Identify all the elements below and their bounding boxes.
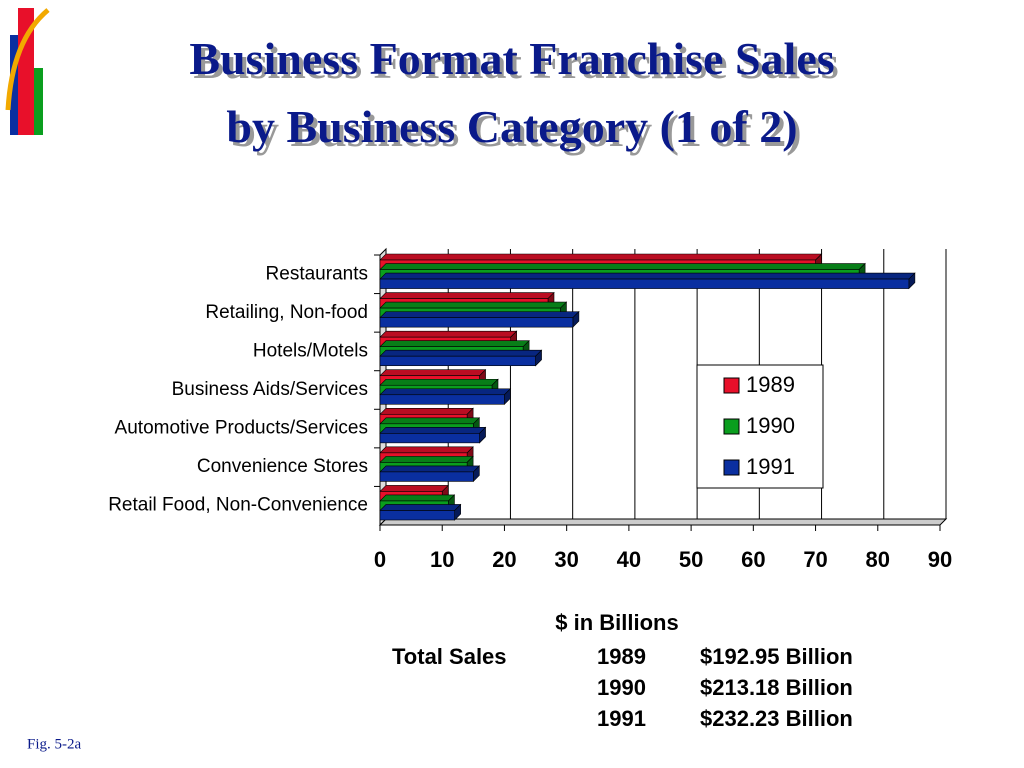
legend-label: 1989 xyxy=(746,372,795,397)
bar-top xyxy=(379,465,481,473)
y-tick-label: Automotive Products/Services xyxy=(115,418,368,439)
x-tick-label: 70 xyxy=(803,547,827,572)
bar xyxy=(379,394,505,405)
x-tick-label: 0 xyxy=(374,547,386,572)
legend-swatch xyxy=(723,459,740,476)
x-tick-label: 30 xyxy=(554,547,578,572)
bar-top xyxy=(379,272,916,280)
bar-top xyxy=(379,349,543,357)
total-year: 1991 xyxy=(597,706,646,731)
legend-swatch xyxy=(723,377,740,394)
y-tick-label: Retailing, Non-food xyxy=(205,302,368,323)
x-axis-label: $ in Billions xyxy=(555,610,678,635)
bar-top xyxy=(379,369,487,377)
bar xyxy=(379,355,536,367)
y-tick-label: Convenience Stores xyxy=(197,456,368,477)
bar-top xyxy=(379,378,499,386)
y-tick-label: Hotels/Motels xyxy=(253,340,368,361)
bar-top xyxy=(379,494,456,502)
x-tick-label: 90 xyxy=(928,547,952,572)
chart-title: Business Format Franchise Sales xyxy=(189,33,835,84)
legend-label: 1991 xyxy=(746,454,795,479)
bar xyxy=(379,471,474,482)
bar-top xyxy=(379,504,462,511)
chart-subtitle: by Business Category (1 of 2) xyxy=(226,101,798,152)
x-tick-label: 50 xyxy=(679,547,703,572)
bar-top xyxy=(379,311,580,318)
total-year: 1990 xyxy=(597,675,646,700)
legend-box xyxy=(696,364,824,489)
total-year: 1989 xyxy=(597,644,646,669)
x-tick-label: 60 xyxy=(741,547,765,572)
legend-swatch xyxy=(723,418,740,435)
bar-top xyxy=(379,301,568,309)
bar-top xyxy=(379,446,474,454)
bar-top xyxy=(379,340,530,347)
bar-top xyxy=(379,388,512,396)
floor xyxy=(378,518,948,526)
x-tick-label: 10 xyxy=(430,547,454,572)
bar-top xyxy=(379,407,474,415)
total-value: $213.18 Billion xyxy=(700,675,853,700)
figure-label: Fig. 5-2a xyxy=(27,736,82,752)
bar-top xyxy=(379,263,866,270)
y-tick-label: Retail Food, Non-Convenience xyxy=(108,495,368,516)
bar-top xyxy=(379,485,449,492)
bar xyxy=(379,510,455,521)
y-tick-label: Restaurants xyxy=(266,263,368,284)
bar xyxy=(379,317,574,328)
bar xyxy=(379,433,480,444)
x-tick-label: 40 xyxy=(617,547,641,572)
legend-label: 1990 xyxy=(746,413,795,438)
logo xyxy=(5,8,50,135)
bar xyxy=(379,278,910,289)
bar-top xyxy=(379,456,474,463)
total-value: $232.23 Billion xyxy=(700,706,853,731)
x-tick-label: 20 xyxy=(492,547,516,572)
bar-top xyxy=(379,427,487,434)
bar-top xyxy=(379,330,518,338)
bar-top xyxy=(379,253,823,261)
y-tick-label: Business Aids/Services xyxy=(172,379,368,400)
total-value: $192.95 Billion xyxy=(700,644,853,669)
bar-top xyxy=(379,417,481,425)
x-tick-label: 80 xyxy=(866,547,890,572)
bar-top xyxy=(379,292,555,299)
total-sales-label: Total Sales xyxy=(392,644,507,669)
